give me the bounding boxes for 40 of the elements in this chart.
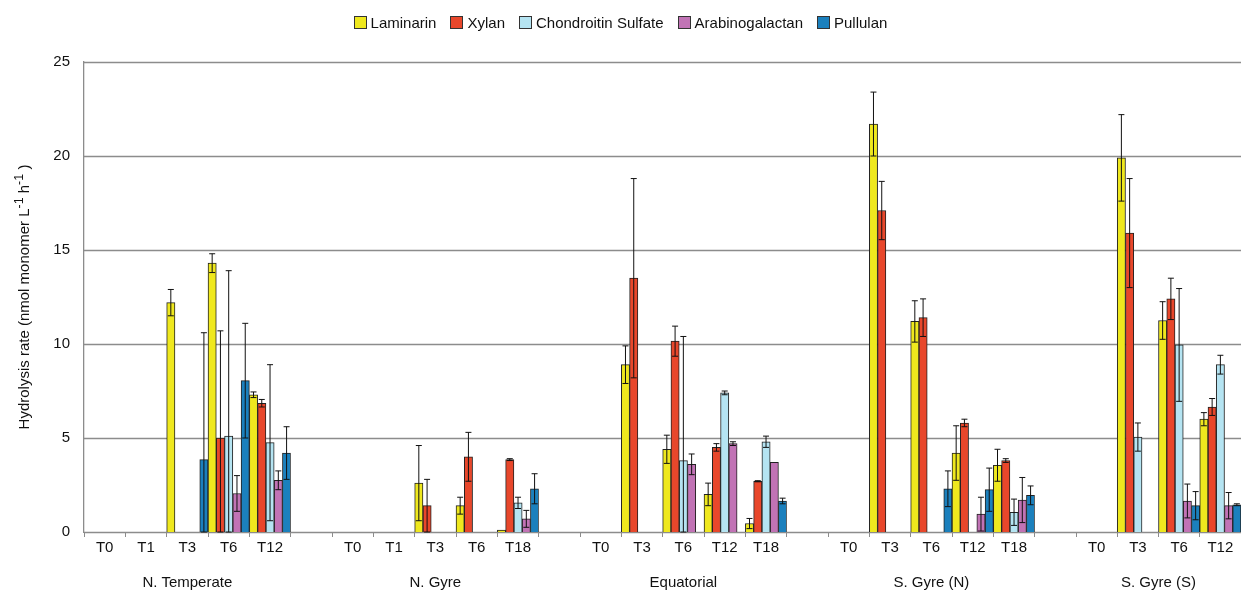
x-axis-title: N. Gyre — [409, 573, 462, 591]
x-tick-label: T3 — [426, 538, 445, 556]
y-tick-label: 5 — [61, 428, 70, 446]
legend-label: Xylan — [466, 14, 505, 31]
x-tick-label: T1 — [385, 538, 403, 556]
x-tick-label: T12 — [1207, 538, 1234, 556]
x-tick-label: T12 — [257, 538, 283, 556]
x-axis-title: S. Gyre (N) — [893, 573, 970, 591]
x-tick-label: T0 — [1087, 538, 1106, 556]
x-tick-label: T0 — [839, 538, 858, 556]
y-tick-label: 15 — [53, 240, 70, 258]
x-tick-label: T0 — [591, 538, 610, 556]
legend-label: Arabinogalactan — [693, 14, 804, 31]
x-tick-label: T1 — [137, 538, 155, 556]
x-tick-label: T0 — [343, 538, 362, 556]
x-axis-title: S. Gyre (S) — [1120, 573, 1197, 591]
x-tick-label: T3 — [178, 538, 197, 556]
legend-label: Laminarin — [369, 14, 437, 31]
x-tick-label: T3 — [633, 538, 651, 556]
legend-label: Chondroitin Sulfate — [535, 14, 664, 31]
x-tick-label: T18 — [753, 538, 779, 556]
x-tick-label: T6 — [219, 538, 238, 556]
x-axis-title: Equatorial — [649, 573, 718, 591]
y-tick-label: 0 — [61, 522, 70, 540]
y-tick-label: 20 — [53, 146, 70, 164]
legend-label: Pullulan — [833, 14, 888, 31]
x-tick-label: T6 — [1170, 538, 1188, 556]
x-tick-label: T12 — [959, 538, 986, 556]
x-tick-label: T6 — [467, 538, 486, 556]
x-tick-label: T12 — [711, 538, 738, 556]
x-tick-label: T3 — [881, 538, 899, 556]
x-tick-label: T18 — [505, 538, 531, 556]
x-tick-label: T18 — [1001, 538, 1027, 556]
x-tick-label: T6 — [922, 538, 941, 556]
x-axis-title: N. Temperate — [142, 573, 233, 591]
x-tick-label: T0 — [95, 538, 114, 556]
x-tick-label: T6 — [674, 538, 693, 556]
y-tick-label: 10 — [53, 334, 70, 352]
x-tick-label: T3 — [1129, 538, 1147, 556]
y-tick-label: 25 — [53, 52, 70, 70]
